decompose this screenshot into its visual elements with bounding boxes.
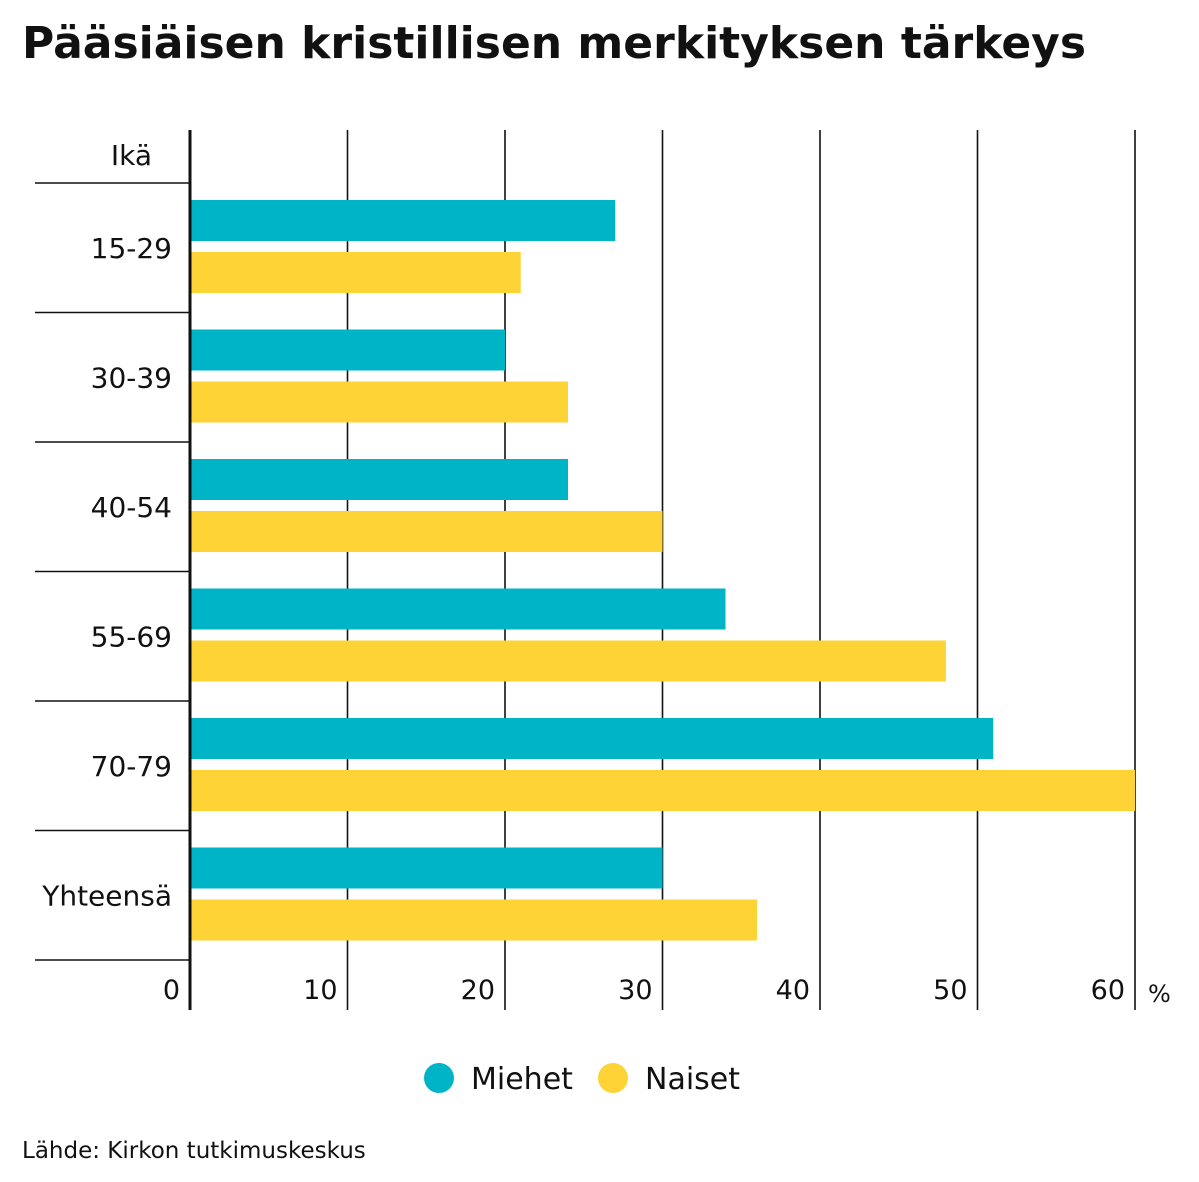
bar-naiset-55-69 — [190, 640, 946, 682]
bar-naiset-yhteensä — [190, 899, 757, 941]
x-tick-label: 60 — [1091, 975, 1125, 1006]
bar-miehet-30-39 — [190, 329, 505, 371]
x-tick-label: 40 — [776, 975, 810, 1006]
x-tick-label: 0 — [163, 975, 180, 1006]
category-label: 15-29 — [91, 232, 172, 265]
category-label: 70-79 — [91, 750, 172, 783]
category-label: Yhteensä — [41, 879, 172, 912]
bar-miehet-55-69 — [190, 588, 726, 630]
bar-naiset-30-39 — [190, 381, 568, 423]
x-tick-label: 30 — [618, 975, 652, 1006]
bar-naiset-40-54 — [190, 511, 663, 552]
category-label: 55-69 — [91, 620, 172, 653]
x-tick-labels: 0 10 20 30 40 50 60 — [163, 975, 1125, 1006]
x-unit-label: % — [1148, 980, 1171, 1008]
legend-swatch-naiset — [598, 1063, 628, 1093]
category-label: 40-54 — [91, 491, 172, 524]
bar-naiset-15-29 — [190, 252, 521, 293]
bar-miehet-40-54 — [190, 459, 568, 500]
legend-swatch-miehet — [424, 1063, 454, 1093]
x-tick-label: 10 — [303, 975, 337, 1006]
legend-label-naiset: Naiset — [645, 1062, 740, 1097]
legend-label-miehet: Miehet — [471, 1062, 573, 1097]
bar-miehet-15-29 — [190, 200, 616, 241]
x-tick-label: 20 — [461, 975, 495, 1006]
category-label: 30-39 — [91, 361, 172, 394]
x-tick-label: 50 — [933, 975, 967, 1006]
legend: Miehet Naiset — [424, 1062, 740, 1097]
category-labels: 15-29 30-39 40-54 55-69 70-79 Yhteensä — [41, 232, 172, 913]
bar-miehet-yhteensä — [190, 847, 663, 889]
bar-naiset-70-79 — [190, 770, 1135, 811]
bar-miehet-70-79 — [190, 718, 994, 759]
row-separators — [35, 182, 190, 961]
bars — [190, 200, 1135, 941]
chart-title: Pääsiäisen kristillisen merkityksen tärk… — [22, 18, 1086, 69]
source-note: Lähde: Kirkon tutkimuskeskus — [22, 1138, 366, 1164]
category-header: Ikä — [111, 139, 152, 172]
